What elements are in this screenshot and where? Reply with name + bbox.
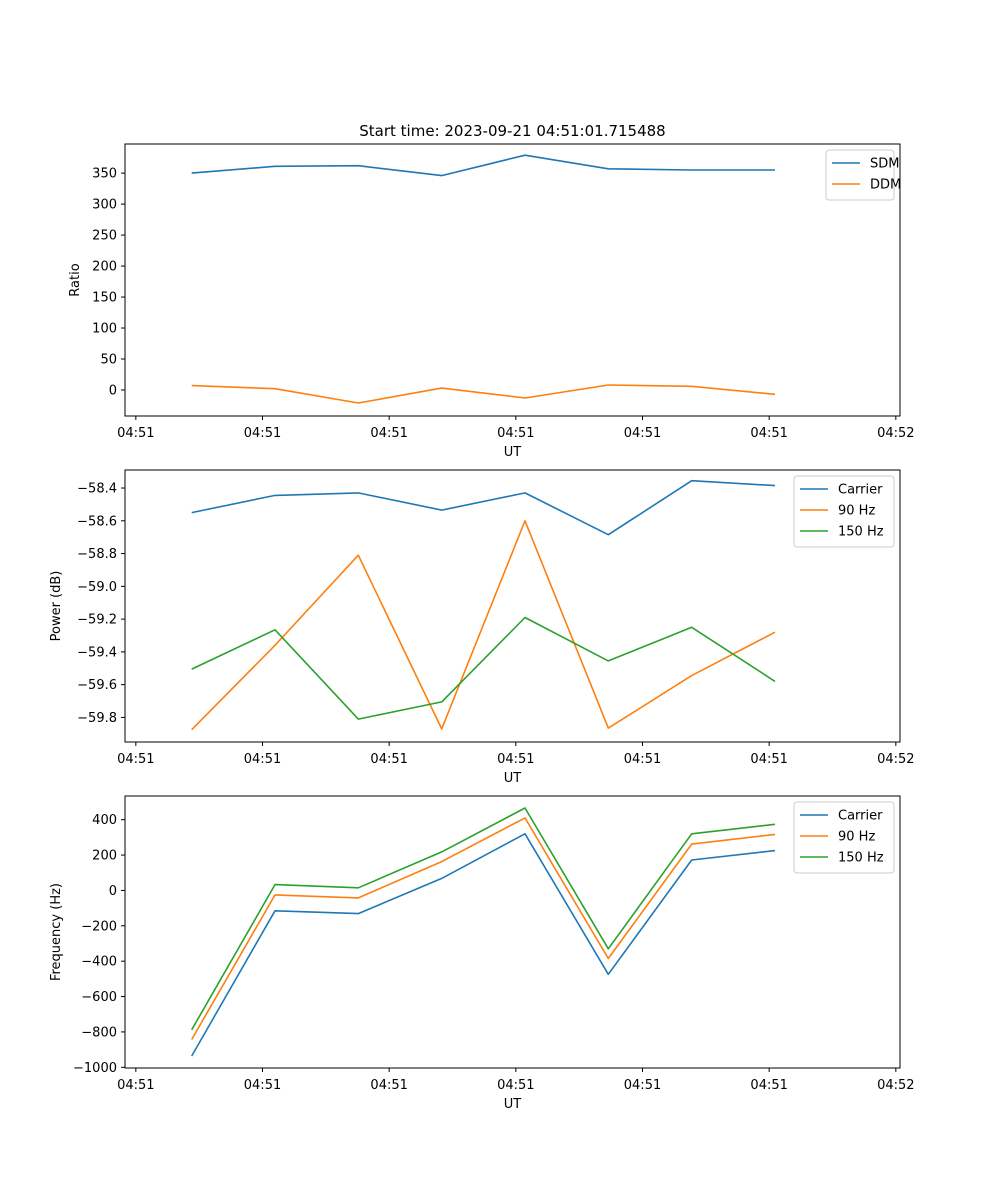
y-tick-label: 150: [92, 291, 117, 306]
y-axis-label: Ratio: [68, 263, 83, 296]
y-tick-label: −600: [81, 990, 117, 1005]
x-tick-label: 04:51: [624, 426, 661, 441]
legend-label: 90 Hz: [838, 504, 875, 519]
y-tick-label: 50: [100, 352, 117, 367]
y-tick-label: −59.6: [77, 678, 117, 693]
legend: Carrier 90 Hz 150 Hz: [793, 475, 895, 548]
legend-box: [793, 801, 895, 874]
x-tick-label: 04:52: [877, 1078, 914, 1093]
axes-frame: [124, 143, 901, 417]
series-line-90-hz: [191, 519, 776, 731]
x-tick-label: 04:51: [244, 1078, 281, 1093]
y-tick-label: −59.2: [77, 613, 117, 628]
y-tick-label: 300: [92, 198, 117, 213]
y-tick-label: −58.8: [77, 547, 117, 562]
axes-frame: [124, 469, 901, 743]
y-tick-label: 200: [92, 260, 117, 275]
subplot-1: 04:51 04:51 04:51 04:51 04:51 04:51 04:52 0 50 10…: [68, 143, 915, 460]
y-tick-label: −58.6: [77, 514, 117, 529]
x-tick-label: 04:51: [497, 426, 534, 441]
y-tick-label: 0: [109, 884, 117, 899]
y-tick-label: 250: [92, 229, 117, 244]
y-tick-label: 100: [92, 322, 117, 337]
x-axis-label: UT: [504, 771, 522, 786]
subplot-2: 04:51 04:51 04:51 04:51 04:51 04:51 04:52 −59.8…: [49, 469, 915, 786]
x-tick-label: 04:51: [244, 752, 281, 767]
x-tick-label: 04:51: [497, 752, 534, 767]
x-tick-label: 04:51: [117, 426, 154, 441]
subplot-3: 04:51 04:51 04:51 04:51 04:51 04:51 04:52 −1000…: [49, 795, 915, 1112]
x-tick-label: 04:51: [497, 1078, 534, 1093]
series-lines: [191, 154, 776, 404]
x-tick-label: 04:51: [370, 752, 407, 767]
series-line-150-hz: [191, 807, 776, 1031]
x-tick-label: 04:51: [370, 1078, 407, 1093]
y-tick-label: 400: [92, 813, 117, 828]
axes-frame: [124, 795, 901, 1069]
subplots: 04:51 04:51 04:51 04:51 04:51 04:51 04:52 0 50 10…: [49, 143, 915, 1112]
x-tick-label: 04:51: [370, 426, 407, 441]
series-line-sdm: [191, 154, 775, 177]
y-tick-label: −200: [81, 919, 117, 934]
series-lines: [191, 479, 776, 731]
y-tick-label: −58.4: [77, 482, 117, 497]
x-tick-label: 04:52: [877, 426, 914, 441]
y-tick-label: 200: [92, 849, 117, 864]
legend-box: [793, 475, 895, 548]
legend-label: 90 Hz: [838, 830, 875, 845]
x-tick-label: 04:51: [244, 426, 281, 441]
y-axis-label: Frequency (Hz): [49, 883, 64, 981]
legend-label: 150 Hz: [838, 525, 884, 540]
legend-label: DDM: [870, 178, 901, 193]
series-line-150-hz: [191, 616, 776, 720]
x-tick-label: 04:51: [750, 752, 787, 767]
series-line-90-hz: [191, 817, 776, 1040]
x-tick-label: 04:51: [117, 1078, 154, 1093]
x-tick-label: 04:51: [117, 752, 154, 767]
series-lines: [191, 807, 776, 1057]
legend: SDM DDM: [825, 149, 901, 201]
legend: Carrier 90 Hz 150 Hz: [793, 801, 895, 874]
legend-label: Carrier: [838, 483, 883, 498]
series-line-carrier: [191, 479, 776, 536]
y-tick-label: 0: [109, 383, 117, 398]
x-axis-label: UT: [504, 445, 522, 460]
y-tick-label: −59.0: [77, 580, 117, 595]
x-axis-label: UT: [504, 1097, 522, 1112]
x-tick-label: 04:51: [624, 752, 661, 767]
x-tick-label: 04:52: [877, 752, 914, 767]
y-axis-label: Power (dB): [49, 571, 64, 642]
legend-label: 150 Hz: [838, 851, 884, 866]
y-tick-label: −400: [81, 955, 117, 970]
series-line-carrier: [191, 832, 776, 1057]
x-tick-label: 04:51: [750, 426, 787, 441]
y-tick-label: 350: [92, 167, 117, 182]
figure-title: Start time: 2023-09-21 04:51:01.715488: [359, 122, 665, 140]
series-line-ddm: [191, 384, 776, 404]
y-tick-label: −59.8: [77, 711, 117, 726]
y-tick-label: −59.4: [77, 645, 117, 660]
x-tick-label: 04:51: [750, 1078, 787, 1093]
legend-label: SDM: [870, 157, 899, 172]
x-tick-label: 04:51: [624, 1078, 661, 1093]
y-tick-label: −1000: [73, 1061, 117, 1076]
legend-label: Carrier: [838, 809, 883, 824]
y-tick-label: −800: [81, 1025, 117, 1040]
